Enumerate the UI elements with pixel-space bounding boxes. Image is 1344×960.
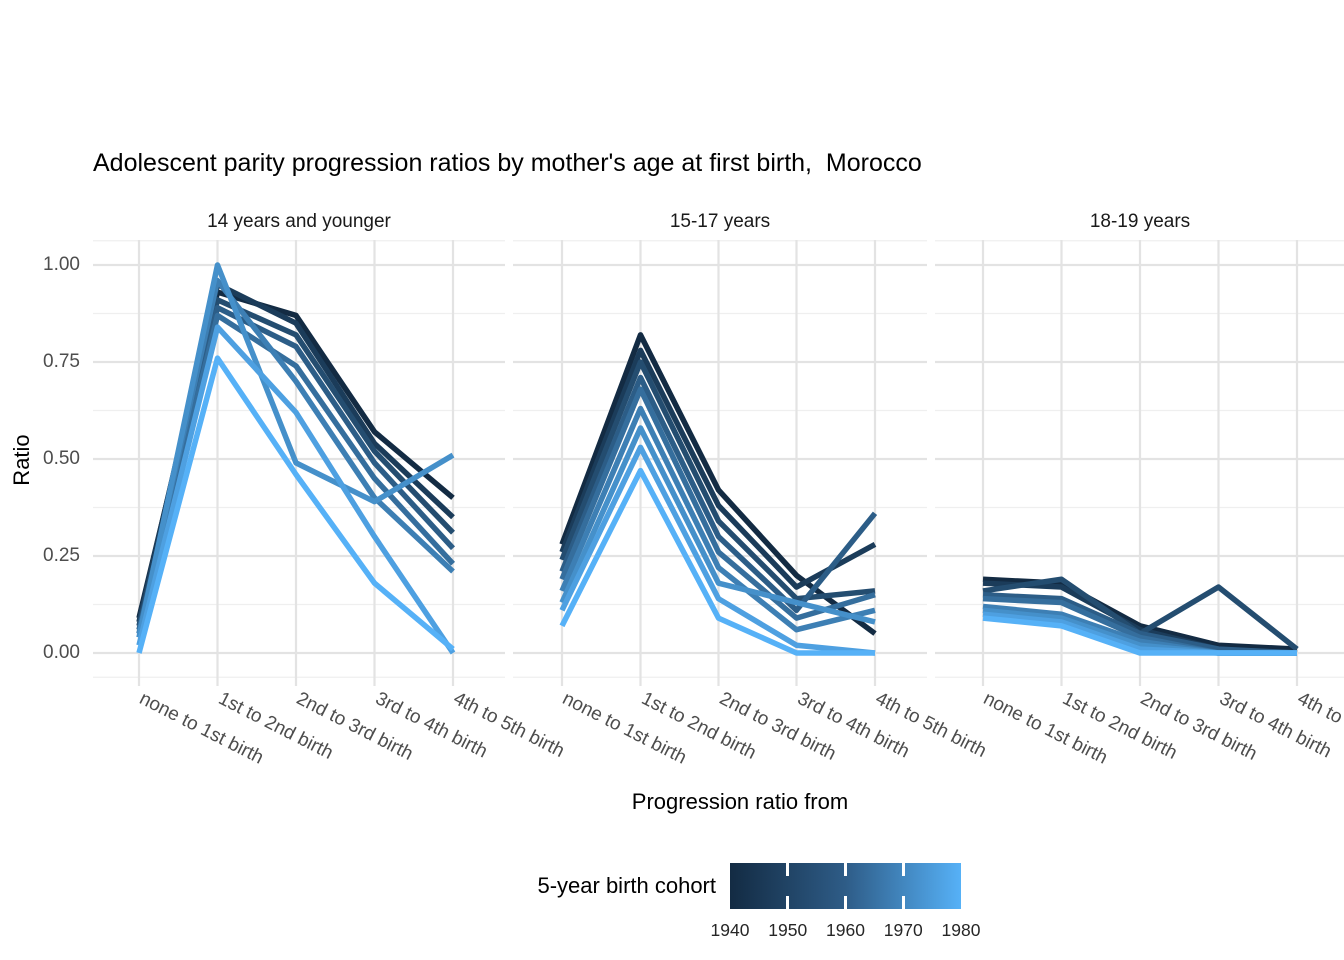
colorbar-tick-label: 1940 [710, 920, 750, 940]
data-line-cohort-1960 [136, 312, 456, 635]
data-line-cohort-1975 [559, 444, 876, 656]
y-axis-title: Ratio [9, 434, 34, 486]
colorbar-tick [844, 863, 847, 876]
colorbar-tick-label: 1950 [768, 920, 808, 940]
data-line-cohort-1980 [559, 467, 875, 656]
colorbar-tick-label: 1980 [941, 920, 981, 940]
facet-strip-18-19: 18-19 years [1089, 211, 1191, 232]
y-tick-label: 0.00 [43, 642, 80, 663]
data-line-cohort-1980 [982, 615, 1297, 656]
data-line-cohort-1980 [136, 355, 455, 654]
facet-strip-14-and-younger: 14 years and younger [207, 211, 391, 232]
colorbar-tick [786, 896, 790, 909]
facet-strip-15-17: 15-17 years [669, 211, 771, 232]
colorbar-tick [786, 863, 790, 876]
colorbar-tick-label: 1960 [826, 920, 865, 940]
data-line-cohort-1945 [559, 347, 877, 590]
colorbar-tick [844, 896, 847, 909]
data-line-cohort-1950 [559, 359, 876, 602]
y-tick-label: 0.50 [43, 448, 80, 469]
y-tick-label: 0.25 [43, 545, 80, 566]
colorbar-tick [901, 863, 905, 876]
colorbar-tick [901, 896, 905, 909]
data-line-cohort-1965 [559, 405, 876, 633]
data-line-cohort-1975 [136, 324, 456, 655]
y-tick-label: 1.00 [43, 254, 80, 275]
legend-title: 5-year birth cohort [537, 873, 716, 898]
data-line-cohort-1970 [136, 262, 455, 639]
colorbar-tick-label: 1970 [883, 920, 923, 940]
data-line-cohort-1955 [559, 374, 878, 614]
data-line-cohort-1970 [559, 425, 876, 625]
chart-title: Adolescent parity progression ratios by … [93, 149, 922, 177]
colorbar-gradient [730, 863, 961, 909]
x-axis-title: Progression ratio from [631, 789, 849, 814]
y-tick-label: 0.75 [43, 351, 80, 372]
